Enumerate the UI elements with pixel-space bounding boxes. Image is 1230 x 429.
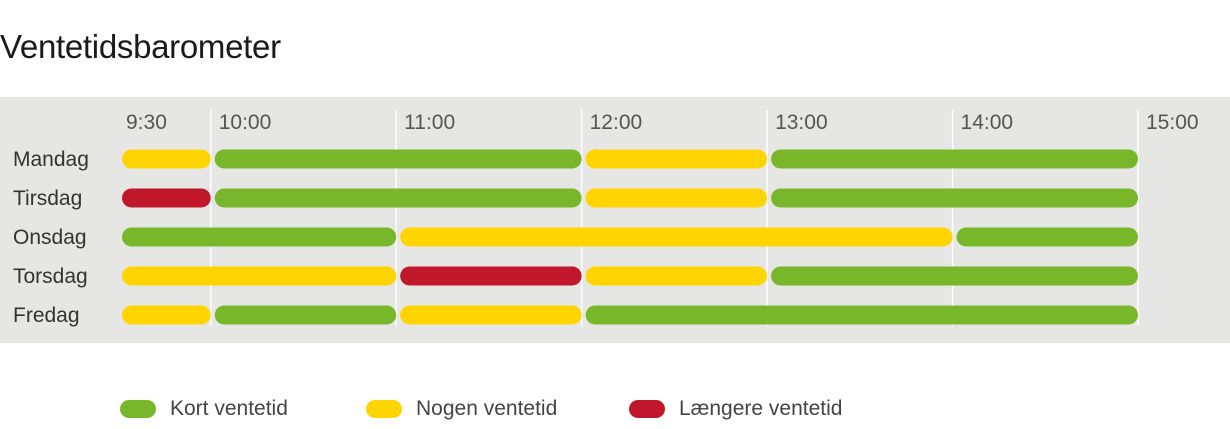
bar-segment-torsdag-laengere	[400, 266, 582, 286]
legend-swatch	[366, 400, 402, 418]
bar-segment-fredag-nogen	[400, 305, 582, 325]
legend-swatch	[120, 400, 156, 418]
bar-segment-mandag-nogen	[122, 149, 211, 169]
timeline-chart: 9:30 10:00 11:00 12:00 13:00 14:00 15:00 Mandag…	[0, 97, 1230, 343]
legend-item-nogen: Nogen ventetid	[366, 397, 557, 421]
legend-item-kort: Kort ventetid	[120, 397, 288, 421]
legend-label: Længere ventetid	[679, 397, 843, 420]
x-tick-label: 13:00	[775, 111, 828, 134]
x-tick-label: 9:30	[126, 111, 167, 134]
bar-segment-fredag-kort	[585, 305, 1138, 325]
bar-segment-torsdag-nogen	[585, 266, 768, 286]
legend-swatch	[629, 400, 665, 418]
bar-segment-mandag-nogen	[585, 149, 768, 169]
bar-segment-fredag-kort	[214, 305, 397, 325]
bar-segment-torsdag-kort	[771, 266, 1138, 286]
plot-background	[0, 97, 1230, 343]
bar-segment-fredag-nogen	[122, 305, 211, 325]
legend-item-laengere: Længere ventetid	[629, 397, 842, 421]
bar-segment-onsdag-kort	[122, 227, 397, 247]
x-tick-label: 12:00	[590, 111, 643, 134]
bar-segment-tirsdag-kort	[214, 188, 582, 208]
day-label: Fredag	[13, 304, 80, 327]
bar-segment-tirsdag-kort	[771, 188, 1138, 208]
x-tick-label: 11:00	[404, 111, 455, 134]
bar-segment-tirsdag-nogen	[585, 188, 768, 208]
x-tick-label: 10:00	[219, 111, 272, 134]
legend-label: Kort ventetid	[170, 397, 288, 420]
bar-segment-onsdag-kort	[956, 227, 1138, 247]
day-label: Onsdag	[13, 226, 87, 249]
day-label: Torsdag	[13, 265, 88, 288]
bar-segment-torsdag-nogen	[122, 266, 397, 286]
day-label: Mandag	[13, 148, 89, 171]
day-label: Tirsdag	[13, 187, 82, 210]
x-tick-label: 14:00	[961, 111, 1014, 134]
chart-title: Ventetidsbarometer	[0, 28, 281, 65]
bar-segment-mandag-kort	[214, 149, 582, 169]
bar-segment-mandag-kort	[771, 149, 1138, 169]
bar-segment-tirsdag-laengere	[122, 188, 211, 208]
x-tick-label: 15:00	[1146, 111, 1199, 134]
legend-label: Nogen ventetid	[416, 397, 558, 420]
legend: Kort ventetid Nogen ventetid Længere vente…	[0, 397, 1230, 427]
bar-segment-onsdag-nogen	[400, 227, 953, 247]
